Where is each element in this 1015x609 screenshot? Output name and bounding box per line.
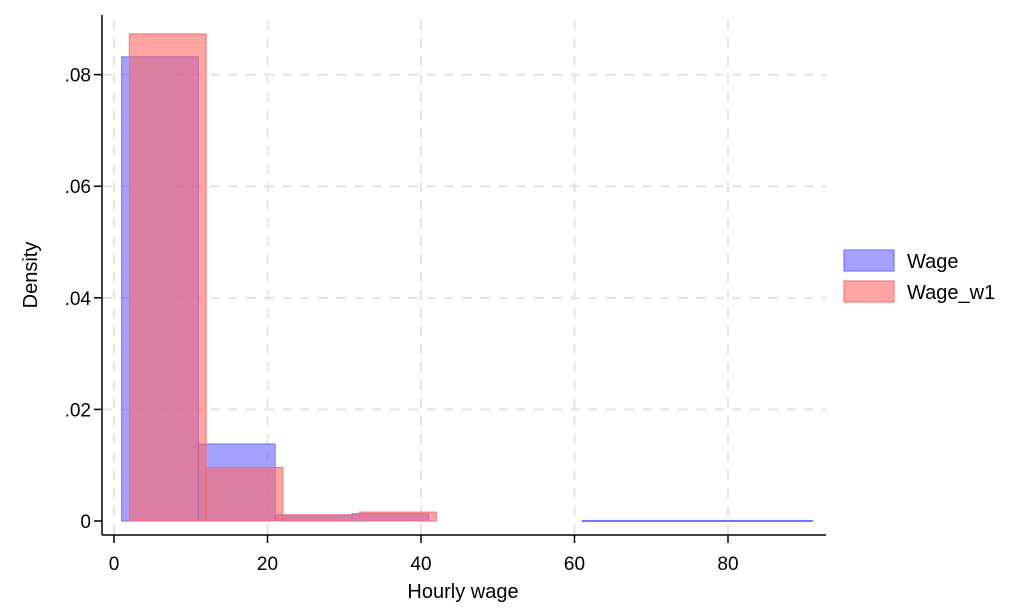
- grid-lines: [102, 20, 826, 535]
- y-axis-title: Density: [20, 242, 42, 309]
- axes: 0 .02 .04 .06 .08 0 20 40 60 80: [65, 15, 826, 575]
- x-tick-label-3: 60: [564, 554, 585, 575]
- bar-wage-4: [581, 519, 813, 522]
- legend-label-1: Wage_w1: [907, 282, 995, 304]
- histogram-bars: [121, 33, 813, 522]
- y-tick-label-2: .04: [65, 289, 92, 310]
- legend: Wage Wage_w1: [843, 249, 995, 304]
- bar-wage-w1-2: [282, 514, 361, 522]
- bar-wage-w1-3: [359, 511, 437, 522]
- legend-swatch-1: [843, 280, 895, 303]
- y-tick-label-1: .02: [65, 400, 91, 421]
- y-tick-label-0: 0: [80, 512, 91, 533]
- x-tick-label-0: 0: [109, 554, 120, 575]
- legend-label-0: Wage: [907, 251, 959, 273]
- x-axis-title: Hourly wage: [407, 581, 518, 603]
- x-tick-label-1: 20: [257, 554, 278, 575]
- y-tick-label-3: .06: [65, 177, 91, 198]
- legend-swatch-0: [843, 249, 895, 272]
- y-tick-label-4: .08: [65, 66, 91, 87]
- x-tick-label-2: 40: [410, 554, 431, 575]
- bar-wage-w1-1: [205, 466, 284, 522]
- bar-wage-w1-0: [128, 33, 207, 522]
- x-tick-label-4: 80: [717, 554, 738, 575]
